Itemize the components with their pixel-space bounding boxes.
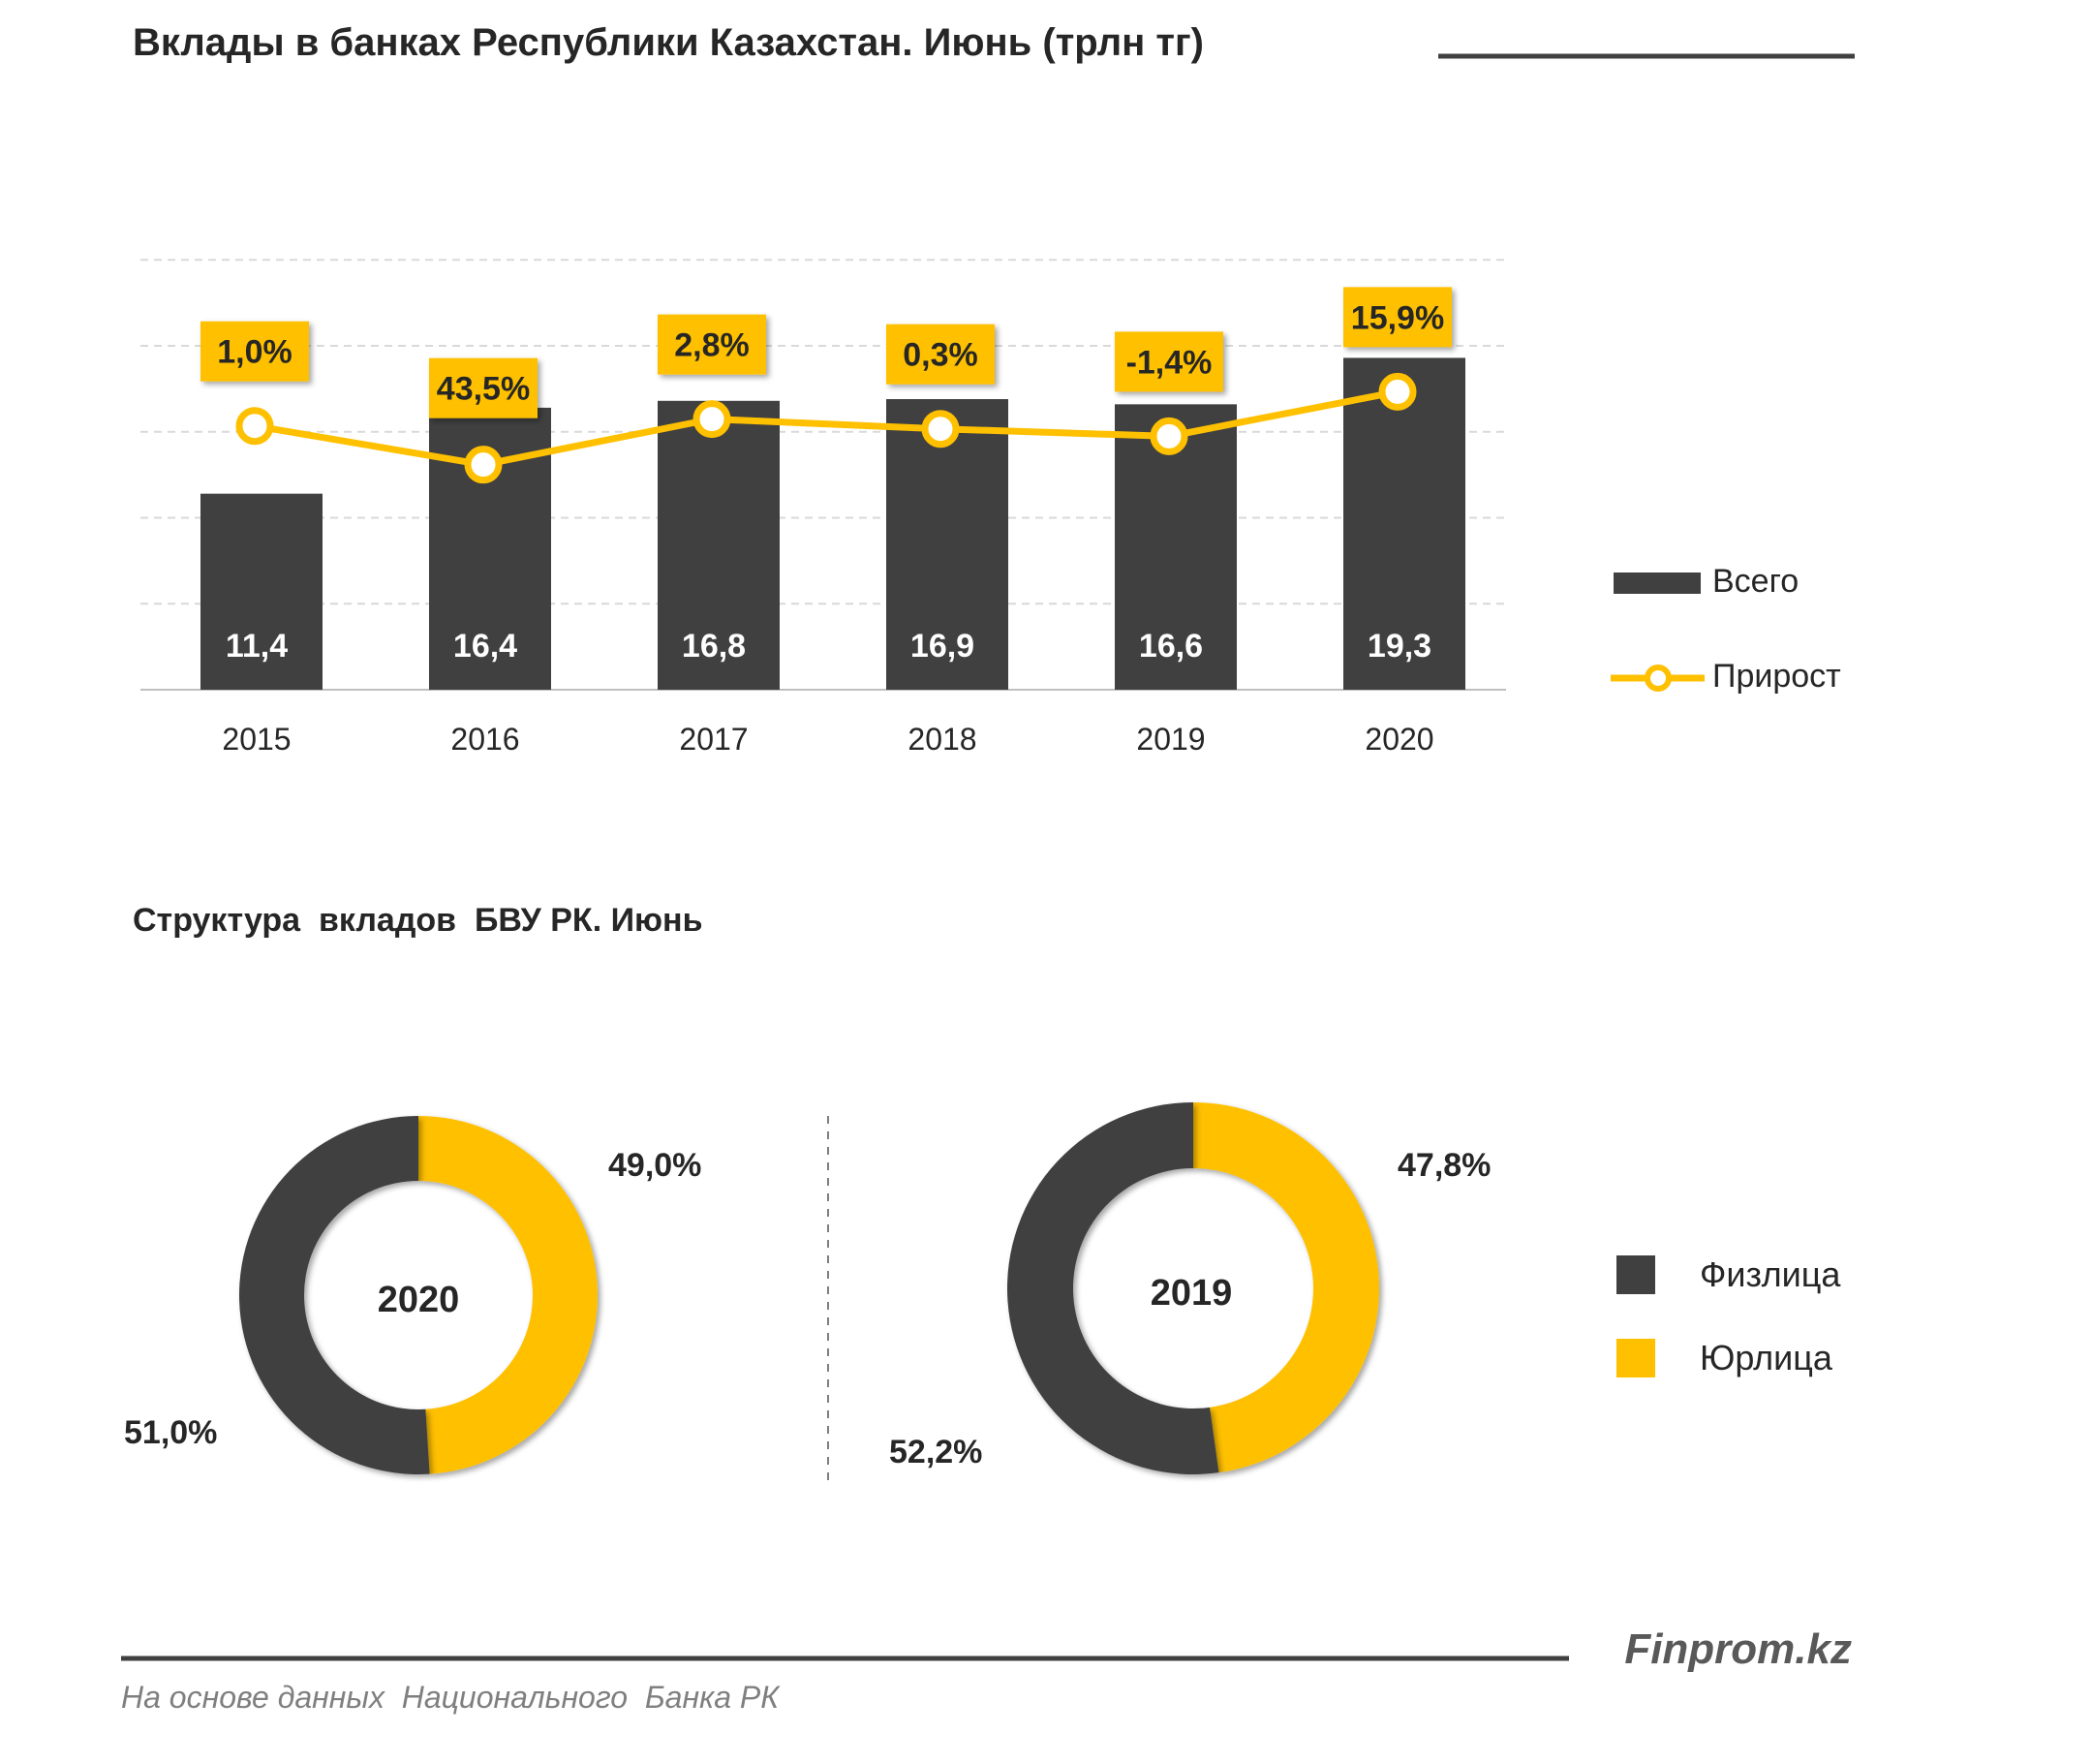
donut-2020-label-fizlica: 51,0% bbox=[124, 1414, 217, 1451]
donut-2019-center-label: 2019 bbox=[1151, 1273, 1233, 1314]
bar-value-label-2018: 16,9 bbox=[910, 628, 974, 665]
growth-label-text: 15,9% bbox=[1351, 299, 1444, 336]
donut-slice-yurlica bbox=[418, 1116, 599, 1474]
donut-2019-label-yurlica: 47,8% bbox=[1398, 1147, 1491, 1184]
bar-value-label-2017: 16,8 bbox=[682, 628, 746, 665]
growth-label-text: 43,5% bbox=[437, 371, 530, 408]
x-tick-label-2015: 2015 bbox=[222, 722, 291, 757]
bar-2015 bbox=[200, 493, 323, 690]
x-tick-label-2017: 2017 bbox=[679, 722, 748, 757]
x-tick-label-2018: 2018 bbox=[908, 722, 976, 757]
legend-label-fizlica: Физлица bbox=[1700, 1254, 1841, 1294]
growth-label-2015: 1,0% bbox=[200, 321, 309, 382]
growth-label-text: -1,4% bbox=[1126, 344, 1213, 381]
growth-marker-2015 bbox=[235, 407, 274, 446]
donut-2020-label-yurlica: 49,0% bbox=[608, 1147, 701, 1184]
growth-label-2017: 2,8% bbox=[658, 314, 766, 375]
growth-marker-2016 bbox=[464, 446, 503, 484]
legend-swatch-total bbox=[1614, 573, 1701, 594]
donut-2019-label-fizlica: 52,2% bbox=[889, 1434, 982, 1470]
growth-label-text: 2,8% bbox=[674, 327, 750, 364]
growth-value-labels: 1,0% 43,5% 2,8% 0,3% -1,4% 15,9% bbox=[200, 287, 1452, 418]
growth-marker-2020 bbox=[1378, 372, 1417, 411]
growth-marker-2017 bbox=[692, 400, 731, 439]
growth-label-2019: -1,4% bbox=[1115, 331, 1223, 392]
legend-swatch-yurlica bbox=[1616, 1339, 1655, 1377]
growth-label-2016: 43,5% bbox=[429, 357, 538, 418]
line-series-growth bbox=[235, 372, 1417, 484]
legend-swatch-growth-marker bbox=[1645, 665, 1672, 692]
growth-label-box bbox=[200, 321, 309, 382]
donut-section-title: Структура вкладов БВУ РК. Июнь bbox=[133, 902, 703, 939]
legend-label-yurlica: Юрлица bbox=[1700, 1338, 1833, 1377]
legend-label-growth: Прирост bbox=[1712, 658, 1841, 695]
x-tick-label-2019: 2019 bbox=[1136, 722, 1205, 757]
bar-series-total bbox=[200, 357, 1465, 690]
donut-chart-2020 bbox=[239, 1116, 599, 1474]
bar-value-label-2015: 11,4 bbox=[226, 628, 288, 665]
donut-slice-fizlica bbox=[239, 1116, 430, 1474]
growth-marker-2018 bbox=[921, 410, 960, 449]
growth-label-box bbox=[429, 357, 538, 418]
donut-slice-fizlica bbox=[1006, 1102, 1219, 1474]
bar-chart-legend: Всего Прирост bbox=[1611, 563, 1841, 695]
donut-slice-yurlica bbox=[1193, 1102, 1379, 1473]
x-tick-label-2016: 2016 bbox=[450, 722, 519, 757]
growth-label-2018: 0,3% bbox=[886, 324, 995, 385]
growth-label-box bbox=[1115, 331, 1223, 392]
bar-value-labels: 11,4 16,4 16,8 16,9 16,6 19,3 bbox=[226, 628, 1431, 665]
donut-legend: Физлица Юрлица bbox=[1616, 1254, 1841, 1377]
bar-chart-title: Вклады в банках Республики Казахстан. Ию… bbox=[133, 21, 1204, 64]
growth-label-box bbox=[886, 324, 995, 385]
growth-label-box bbox=[658, 314, 766, 375]
donut-2020-center-label: 2020 bbox=[378, 1280, 460, 1320]
donut-chart-2019 bbox=[1006, 1102, 1379, 1474]
legend-swatch-fizlica bbox=[1616, 1255, 1655, 1294]
legend-label-total: Всего bbox=[1712, 563, 1799, 600]
growth-marker-2019 bbox=[1150, 417, 1188, 455]
bar-2018 bbox=[886, 399, 1008, 690]
growth-label-2020: 15,9% bbox=[1343, 287, 1452, 348]
growth-label-box bbox=[1343, 287, 1452, 348]
growth-label-text: 1,0% bbox=[217, 334, 292, 371]
x-tick-label-2020: 2020 bbox=[1365, 722, 1433, 757]
x-axis-tick-labels: 2015 2016 2017 2018 2019 2020 bbox=[222, 722, 1433, 757]
bar-2020 bbox=[1343, 357, 1465, 690]
footer-source: На основе данных Национального Банка РК bbox=[121, 1680, 781, 1715]
footer-brand: Finprom.kz bbox=[1624, 1625, 1852, 1673]
bar-value-label-2019: 16,6 bbox=[1139, 628, 1203, 665]
bar-value-label-2016: 16,4 bbox=[453, 628, 517, 665]
bar-chart-gridlines bbox=[140, 259, 1506, 605]
bar-value-label-2020: 19,3 bbox=[1368, 628, 1431, 665]
bar-2017 bbox=[658, 400, 780, 690]
growth-line bbox=[254, 387, 1399, 469]
growth-label-text: 0,3% bbox=[903, 337, 978, 374]
